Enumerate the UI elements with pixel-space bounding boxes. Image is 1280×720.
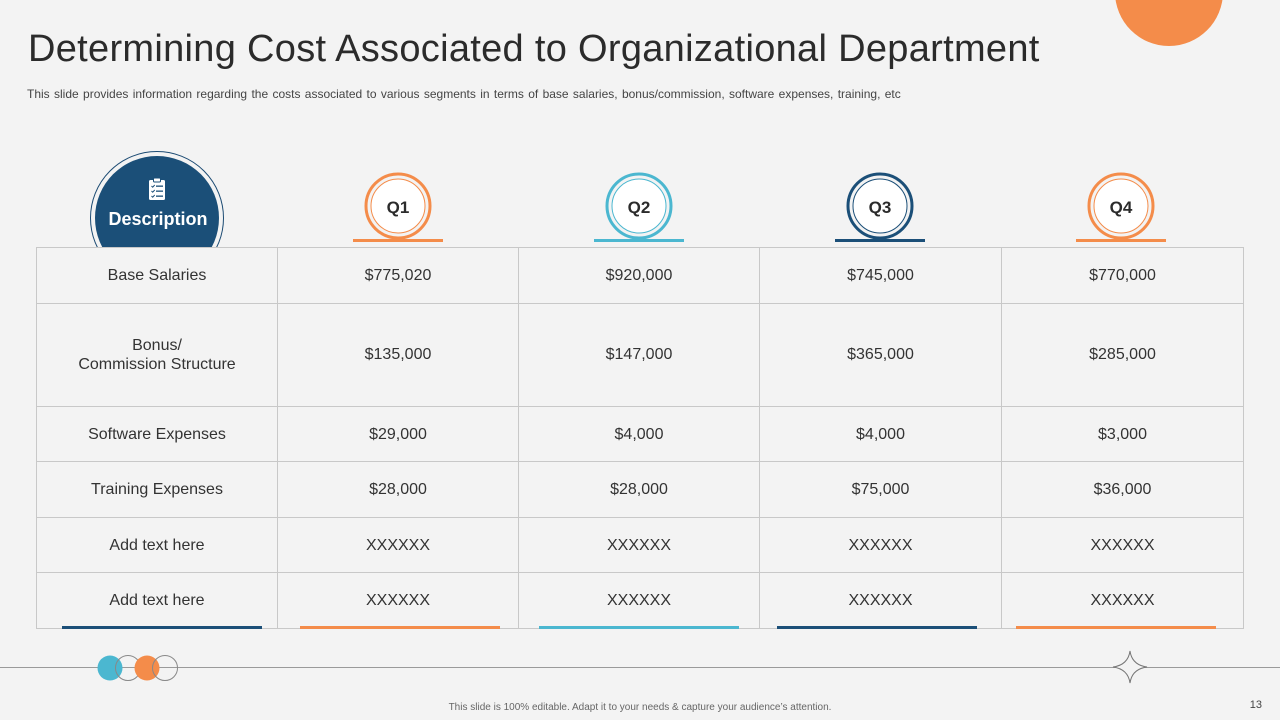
page-subtitle: This slide provides information regardin…: [27, 87, 901, 101]
clipboard-checklist-icon: [149, 177, 165, 200]
quarter-label: Q4: [1109, 198, 1133, 217]
table-row: Software Expenses $29,000 $4,000 $4,000 $3,0…: [36, 405, 1244, 463]
table-cell: XXXXXX: [277, 516, 519, 574]
footer-note: This slide is 100% editable. Adapt it to…: [448, 702, 832, 713]
cost-table: Base Salaries $775,020 $920,000 $745,000 $77…: [36, 247, 1244, 629]
quarter-label: Q3: [868, 198, 892, 217]
table-row: Add text here XXXXXX XXXXXX XXXXXX XXXXXX: [36, 572, 1244, 629]
decorative-circles: [97, 655, 178, 681]
column-underline: [62, 626, 262, 629]
table-cell: $28,000: [518, 461, 760, 518]
column-underline: [1016, 626, 1216, 629]
quarter-header-q1: Q1: [352, 172, 444, 244]
table-cell: XXXXXX: [1001, 572, 1244, 629]
row-label: Bonus/ Commission Structure: [36, 302, 278, 407]
table-cell: $29,000: [277, 405, 519, 463]
column-underline: [777, 626, 977, 629]
row-label: Base Salaries: [36, 247, 278, 304]
quarter-header-q2: Q2: [593, 172, 685, 244]
table-row: Add text here XXXXXX XXXXXX XXXXXX XXXXXX: [36, 516, 1244, 574]
description-label: Description: [108, 209, 208, 229]
row-label: Software Expenses: [36, 405, 278, 463]
table-cell: $147,000: [518, 302, 760, 407]
quarter-header-q3: Q3: [834, 172, 926, 244]
table-cell: $4,000: [759, 405, 1002, 463]
sparkle-icon: [1112, 650, 1148, 684]
table-cell: XXXXXX: [759, 572, 1002, 629]
quarter-label: Q1: [386, 198, 410, 217]
table-cell: $285,000: [1001, 302, 1244, 407]
table-cell: $770,000: [1001, 247, 1244, 304]
table-cell: $135,000: [277, 302, 519, 407]
table-row: Training Expenses $28,000 $28,000 $75,000 $3…: [36, 461, 1244, 518]
table-cell: $36,000: [1001, 461, 1244, 518]
footer-divider: [0, 667, 1280, 668]
quarter-label: Q2: [627, 198, 651, 217]
decorative-orange-circle: [1115, 0, 1223, 46]
table-cell: $75,000: [759, 461, 1002, 518]
column-underline: [300, 626, 500, 629]
page-number: 13: [1249, 699, 1262, 711]
table-cell: $745,000: [759, 247, 1002, 304]
table-row: Base Salaries $775,020 $920,000 $745,000 $77…: [36, 247, 1244, 304]
row-label: Add text here: [36, 572, 278, 629]
table-cell: $920,000: [518, 247, 760, 304]
row-label: Training Expenses: [36, 461, 278, 518]
page-title: Determining Cost Associated to Organizat…: [28, 28, 1040, 70]
table-cell: $365,000: [759, 302, 1002, 407]
table-cell: XXXXXX: [759, 516, 1002, 574]
table-cell: XXXXXX: [518, 516, 760, 574]
table-row: Bonus/ Commission Structure $135,000 $147,…: [36, 302, 1244, 407]
table-cell: $28,000: [277, 461, 519, 518]
table-cell: $4,000: [518, 405, 760, 463]
table-cell: XXXXXX: [277, 572, 519, 629]
quarter-header-q4: Q4: [1075, 172, 1167, 244]
column-underline: [539, 626, 739, 629]
table-cell: XXXXXX: [518, 572, 760, 629]
table-cell: $775,020: [277, 247, 519, 304]
row-label: Add text here: [36, 516, 278, 574]
table-cell: $3,000: [1001, 405, 1244, 463]
table-cell: XXXXXX: [1001, 516, 1244, 574]
